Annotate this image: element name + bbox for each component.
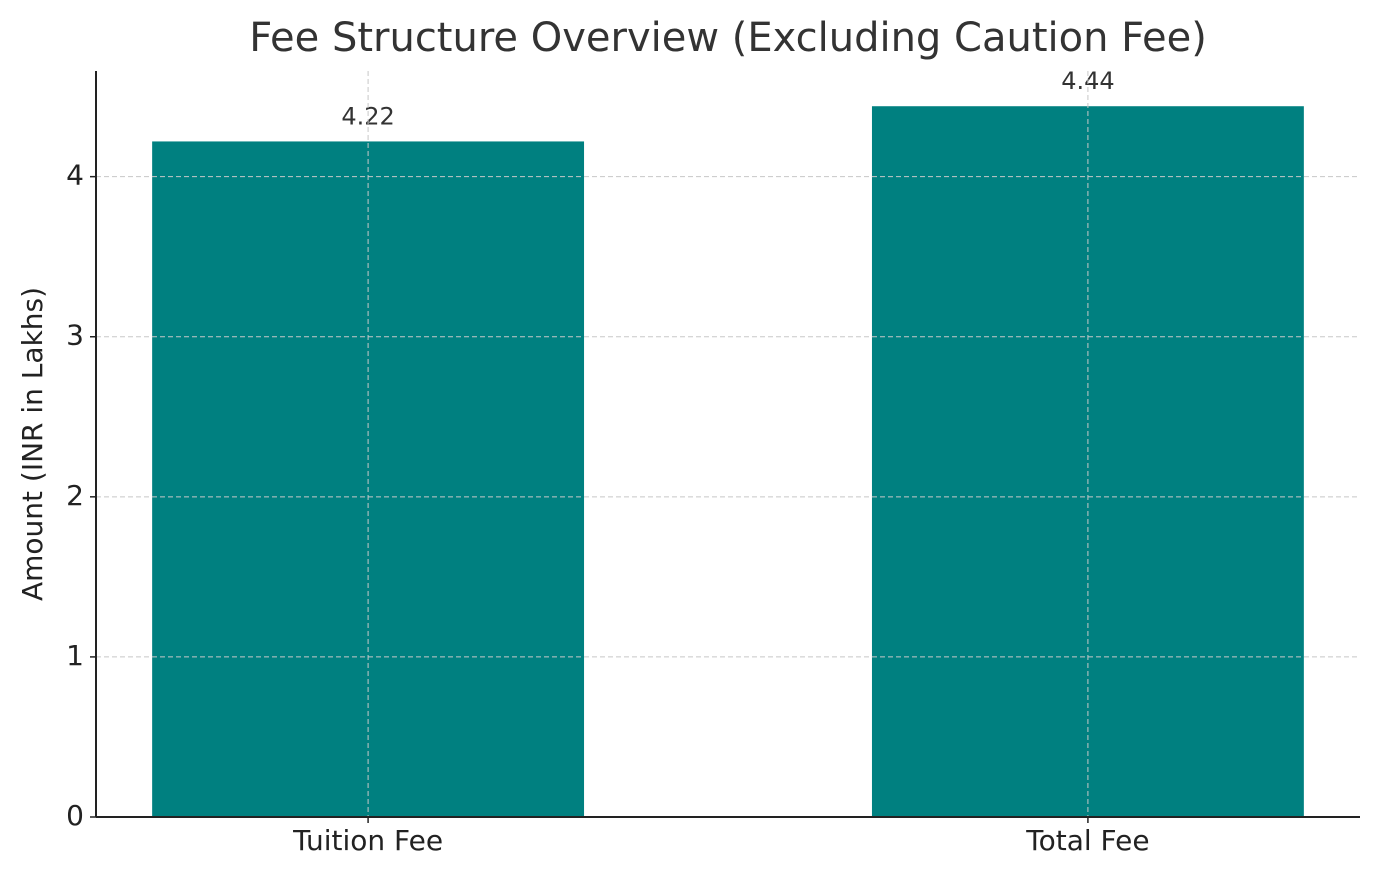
y-tick-label: 4 — [66, 159, 84, 192]
chart-title: Fee Structure Overview (Excluding Cautio… — [249, 15, 1207, 61]
y-tick-label: 2 — [66, 479, 84, 512]
y-tick-label: 3 — [66, 319, 84, 352]
y-tick-label: 0 — [66, 799, 84, 832]
y-axis-label: Amount (INR in Lakhs) — [16, 287, 49, 601]
y-tick-label: 1 — [66, 639, 84, 672]
x-tick-label: Tuition Fee — [292, 824, 443, 857]
x-tick-label: Total Fee — [1025, 824, 1149, 857]
bar — [871, 106, 1304, 818]
